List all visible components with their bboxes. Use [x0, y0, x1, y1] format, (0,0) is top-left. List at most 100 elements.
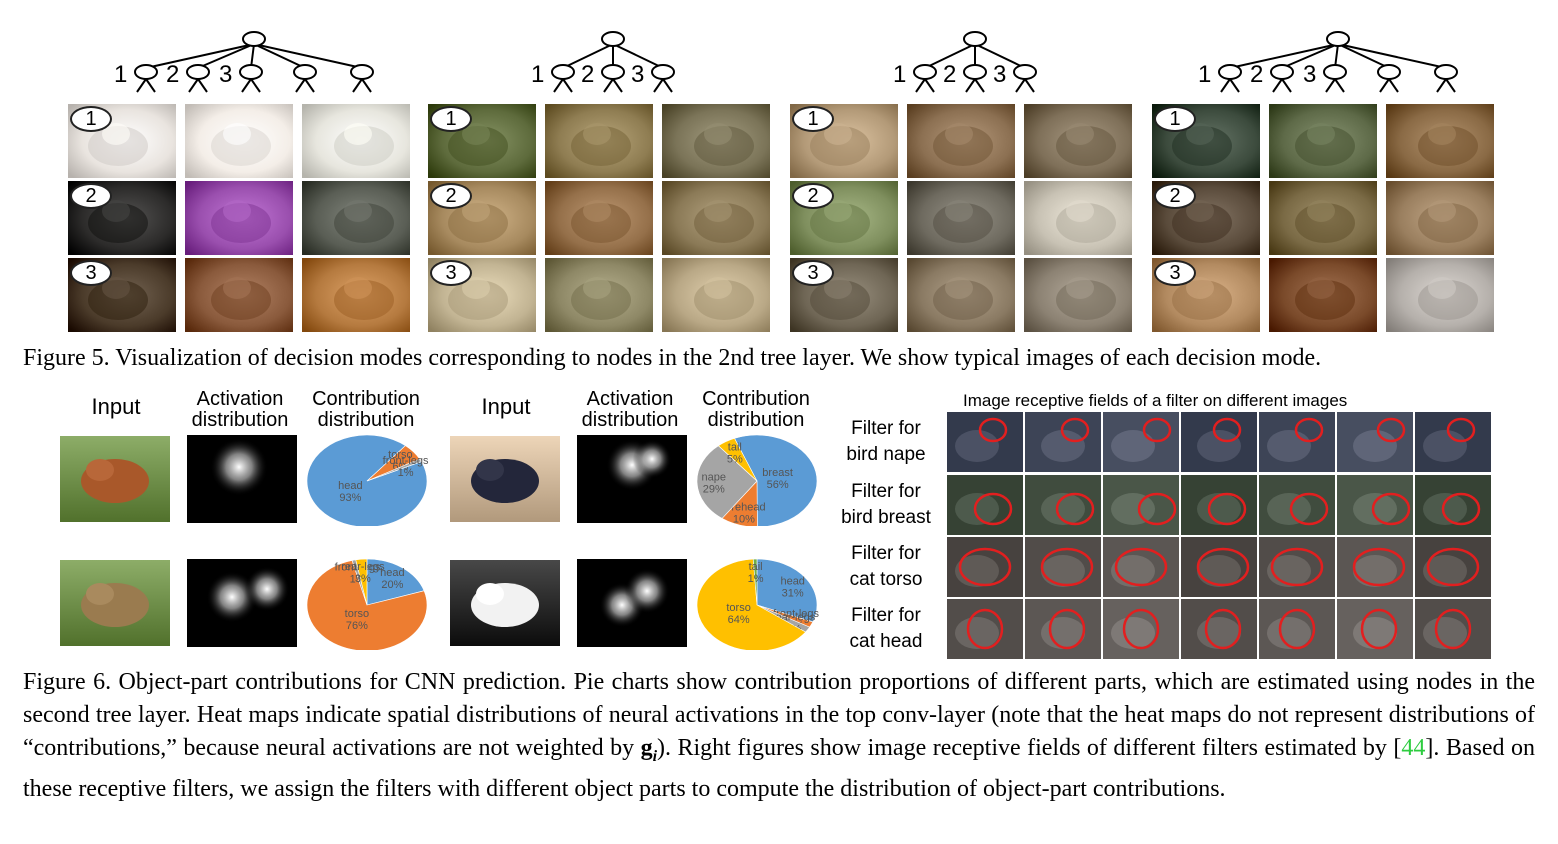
receptive-field-outline [1142, 417, 1172, 443]
decision-mode-image-grid: 1 2 3 [1152, 104, 1497, 336]
tree-leaf-edge [603, 78, 614, 93]
receptive-field-outline [1289, 492, 1329, 526]
example-image [428, 258, 536, 332]
example-image [1269, 104, 1377, 178]
decision-mode-panel-rabbits: 1 2 3 1 2 3 [790, 28, 1135, 336]
decision-mode-panel-squirrels: 1 2 3 1 2 3 [1152, 28, 1497, 336]
row-number-badge: 3 [70, 260, 112, 286]
receptive-field-image [1337, 475, 1413, 535]
receptive-field-image [1181, 537, 1257, 597]
receptive-field-image [1259, 475, 1335, 535]
tree-edge [924, 43, 976, 69]
tree-child-node [134, 64, 158, 80]
tree-edge [1337, 43, 1447, 69]
caption-g-symbol: gi [641, 735, 657, 765]
input-header-2: Input [481, 394, 531, 419]
tree-leaf-edge [662, 78, 673, 93]
example-image [1024, 104, 1132, 178]
receptive-field-outline [1446, 417, 1476, 443]
decision-tree-diagram: 1 2 3 [893, 31, 1037, 93]
receptive-field-outline [1371, 492, 1411, 526]
pie-slice-rear-legs [355, 558, 368, 606]
pie-value: 29% [703, 483, 725, 495]
tree-child-node [239, 64, 263, 80]
figure-6-caption: Figure 6. Object-part contributions for … [23, 666, 1535, 806]
receptive-field-outline [1040, 547, 1094, 587]
tree-leaf-edge [250, 78, 261, 93]
row-number-badge: 2 [792, 183, 834, 209]
tree-node-number: 1 [531, 61, 544, 88]
caption-g-subscript: i [652, 747, 658, 765]
tree-leaf-edge [974, 78, 985, 93]
example-image [662, 258, 770, 332]
contribution-header-line2: distribution [317, 409, 415, 431]
tree-edge [1337, 43, 1390, 69]
receptive-field-image [1259, 412, 1335, 472]
decision-mode-image-grid: 1 2 3 [428, 104, 773, 336]
tree-child-node [1270, 64, 1294, 80]
row-number-badge: 3 [430, 260, 472, 286]
tree-leaf-edge [612, 78, 623, 93]
tree-leaf-edge [136, 78, 147, 93]
row-number-badge: 2 [1154, 183, 1196, 209]
input-image-cow [60, 560, 170, 646]
caption-part-1: Figure 6. Object-part contributions for … [23, 669, 1535, 761]
filter-row-label-line1: Filter for [851, 543, 921, 564]
receptive-field-image [1025, 475, 1101, 535]
tree-edge [1229, 43, 1339, 69]
pie-label: forehead [722, 502, 765, 514]
filter-row-label-line1: Filter for [851, 605, 921, 626]
receptive-field-image [947, 475, 1023, 535]
tree-leaf-edge [915, 78, 926, 93]
receptive-field-outline [973, 492, 1013, 526]
receptive-field-image [1337, 599, 1413, 659]
tree-node-number: 3 [631, 61, 644, 88]
receptive-field-image [1415, 412, 1491, 472]
row-number-badge: 3 [1154, 260, 1196, 286]
pie-value: 64% [728, 614, 750, 626]
receptive-field-image [1181, 475, 1257, 535]
caption-reference-link[interactable]: 44 [1401, 735, 1426, 761]
pie-slice-tail [717, 437, 758, 482]
example-image [302, 181, 410, 255]
tree-leaf-edge [145, 78, 156, 93]
tree-node-number: 2 [166, 61, 179, 88]
example-image [428, 104, 536, 178]
filter-row-label: Filter for cat head [836, 603, 936, 655]
caption-part-2: ). Right figures show image receptive fi… [657, 735, 1402, 761]
tree-edge [253, 43, 363, 69]
tree-leaf-edge [1445, 78, 1456, 93]
figure-5-caption: Figure 5. Visualization of decision mode… [23, 345, 1322, 371]
row-number-badge: 2 [430, 183, 472, 209]
filter-row-label-line2: bird nape [846, 444, 926, 465]
pie-value: 5% [727, 454, 743, 466]
tree-child-node [551, 64, 575, 80]
tree-leaf-edge [1379, 78, 1390, 93]
pie-slice-head [366, 558, 425, 606]
tree-child-node [1218, 64, 1242, 80]
pie-value: 76% [346, 620, 368, 632]
pie-label: head [380, 567, 404, 579]
row-number-badge: 3 [792, 260, 834, 286]
pie-slice-torso [696, 558, 807, 650]
input-image-cat [450, 560, 560, 646]
activation-header-line1: Activation [196, 388, 284, 410]
caption-part-3: ]. Based on these receptive filters, we … [23, 735, 1535, 802]
receptive-field-image [1415, 537, 1491, 597]
receptive-field-outline [1204, 608, 1242, 650]
example-image [907, 258, 1015, 332]
tree-edge [197, 43, 255, 69]
pie-value: 31% [782, 587, 804, 599]
decision-mode-image-grid: 1 2 3 [68, 104, 413, 336]
example-image [302, 104, 410, 178]
pie-label: tail [728, 442, 742, 454]
example-image [1152, 104, 1260, 178]
example-image [790, 258, 898, 332]
tree-root-node [601, 31, 625, 47]
tree-edge [145, 43, 255, 69]
tree-root-node [1326, 31, 1350, 47]
receptive-field-image [1181, 599, 1257, 659]
tree-leaf-edge [1388, 78, 1399, 93]
tree-node-number: 2 [943, 61, 956, 88]
